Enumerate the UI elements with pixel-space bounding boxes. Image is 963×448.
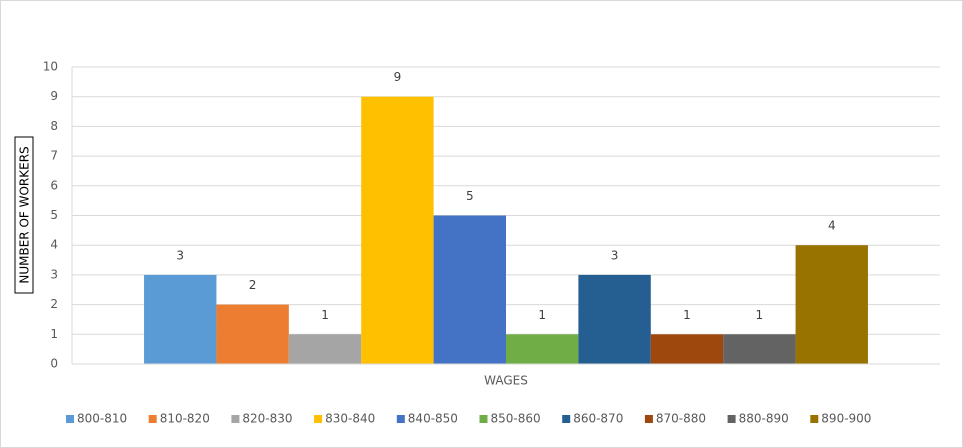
legend-label: 800-810 bbox=[77, 412, 127, 426]
y-tick-label: 1 bbox=[50, 327, 58, 341]
y-tick-label: 4 bbox=[50, 238, 58, 252]
bar bbox=[578, 274, 651, 364]
legend-swatch bbox=[479, 415, 488, 423]
legend-label: 890-900 bbox=[821, 412, 871, 426]
bar bbox=[506, 334, 579, 364]
y-tick-label: 10 bbox=[43, 60, 58, 74]
legend-label: 880-890 bbox=[739, 412, 789, 426]
y-axis-label-group: NUMBER OF WORKERS bbox=[14, 136, 34, 294]
bar bbox=[361, 96, 434, 364]
legend-label: 850-860 bbox=[491, 412, 541, 426]
legend-label: 820-830 bbox=[242, 412, 292, 426]
y-axis-label: NUMBER OF WORKERS bbox=[18, 146, 32, 283]
data-label: 1 bbox=[538, 308, 546, 322]
data-label: 1 bbox=[756, 308, 764, 322]
data-label: 4 bbox=[828, 219, 836, 233]
bar bbox=[650, 334, 724, 364]
legend-swatch bbox=[66, 415, 74, 423]
y-tick-label: 3 bbox=[50, 267, 58, 281]
legend-swatch bbox=[231, 415, 240, 423]
bar bbox=[795, 245, 868, 364]
legend-label: 810-820 bbox=[160, 412, 210, 426]
data-label: 1 bbox=[683, 308, 691, 322]
y-tick-label: 9 bbox=[50, 89, 58, 103]
y-tick-label: 8 bbox=[50, 119, 58, 133]
bar bbox=[144, 274, 217, 364]
data-label: 9 bbox=[394, 70, 402, 84]
legend-label: 840-850 bbox=[408, 412, 458, 426]
data-label: 1 bbox=[321, 308, 329, 322]
x-axis-label: WAGES bbox=[484, 374, 528, 388]
legend-swatch bbox=[148, 415, 157, 423]
legend-label: 860-870 bbox=[573, 412, 623, 426]
legend-swatch bbox=[644, 415, 653, 423]
y-axis-label-box bbox=[14, 136, 34, 294]
data-label: 2 bbox=[249, 278, 257, 292]
legend-swatch bbox=[396, 415, 405, 423]
bar bbox=[433, 215, 506, 364]
y-tick-label: 5 bbox=[50, 208, 58, 222]
legend-swatch bbox=[562, 415, 571, 423]
data-label: 5 bbox=[466, 189, 474, 203]
legend-label: 830-840 bbox=[325, 412, 375, 426]
legend-swatch bbox=[810, 415, 819, 423]
data-label: 3 bbox=[611, 248, 619, 262]
y-tick-label: 7 bbox=[50, 149, 58, 163]
y-tick-label: 2 bbox=[50, 297, 58, 311]
data-label: 3 bbox=[176, 248, 184, 262]
bar bbox=[288, 334, 362, 364]
y-tick-label: 6 bbox=[50, 178, 58, 192]
legend-swatch bbox=[314, 415, 323, 423]
legend-swatch bbox=[727, 415, 736, 423]
y-tick-label: 0 bbox=[50, 357, 58, 371]
bar bbox=[723, 334, 796, 364]
legend-label: 870-880 bbox=[656, 412, 706, 426]
bar bbox=[216, 304, 289, 364]
